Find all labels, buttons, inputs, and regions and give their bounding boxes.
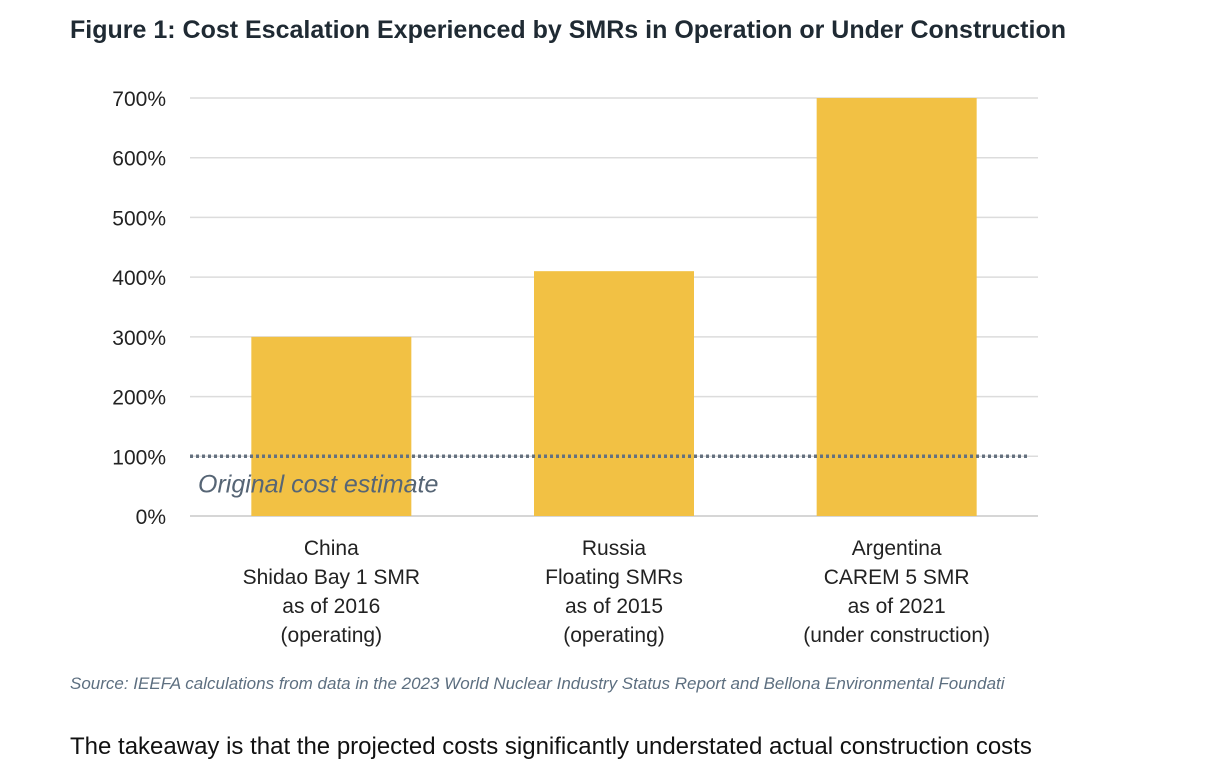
bar (251, 336, 412, 516)
y-tick-label: 400% (112, 267, 166, 290)
y-tick-label: 500% (112, 207, 166, 230)
x-category-label: China (304, 537, 359, 560)
x-category-label: as of 2016 (282, 595, 380, 618)
bar (816, 98, 977, 516)
x-category-label: Floating SMRs (545, 566, 683, 589)
body-text-fragment: The takeaway is that the projected costs… (70, 733, 1032, 760)
x-category-label: Argentina (852, 537, 942, 560)
y-tick-label: 600% (112, 148, 166, 171)
x-category-label: as of 2015 (565, 595, 663, 618)
reference-line-label: Original cost estimate (198, 470, 438, 498)
x-category-label: Shidao Bay 1 SMR (243, 566, 420, 589)
y-tick-label: 0% (136, 506, 166, 529)
y-tick-label: 100% (112, 446, 166, 469)
bar (534, 271, 694, 516)
y-tick-label: 200% (112, 387, 166, 410)
x-category-label: as of 2021 (848, 595, 946, 618)
cost-escalation-chart: 0% 100% 200% 300% 400% 500% 600% 700% China Shida… (112, 88, 1038, 647)
y-tick-label: 700% (112, 88, 166, 111)
x-category-label: (operating) (563, 624, 665, 647)
x-category-label: CAREM 5 SMR (824, 566, 970, 589)
x-category-label: Russia (582, 537, 647, 560)
x-category-label: (operating) (281, 624, 383, 647)
x-category-label: (under construction) (803, 624, 990, 647)
y-tick-label: 300% (112, 327, 166, 350)
source-note: Source: IEEFA calculations from data in … (70, 674, 1005, 693)
figure-title: Figure 1: Cost Escalation Experienced by… (70, 16, 1066, 44)
